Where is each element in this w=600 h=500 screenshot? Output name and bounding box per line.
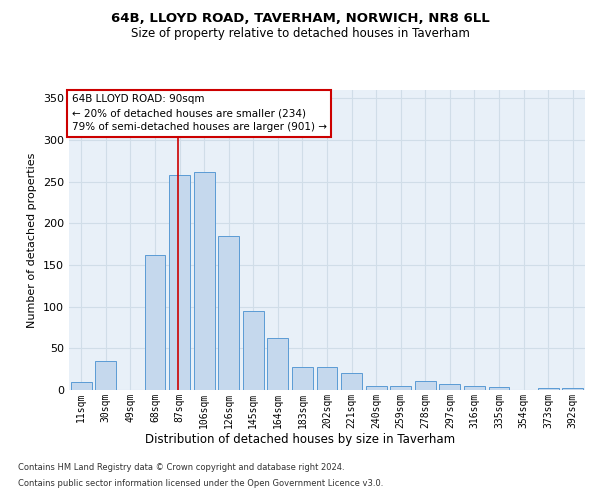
Bar (292, 366, 313, 390)
Text: Contains public sector information licensed under the Open Government Licence v3: Contains public sector information licen… (18, 478, 383, 488)
Bar (415, 381, 436, 390)
Bar (145, 255, 166, 390)
Bar (194, 172, 215, 390)
Text: 64B LLOYD ROAD: 90sqm
← 20% of detached houses are smaller (234)
79% of semi-det: 64B LLOYD ROAD: 90sqm ← 20% of detached … (71, 94, 326, 132)
Text: Contains HM Land Registry data © Crown copyright and database right 2024.: Contains HM Land Registry data © Crown c… (18, 464, 344, 472)
Bar (218, 236, 239, 390)
Bar (317, 366, 337, 390)
Bar (439, 384, 460, 390)
Bar (464, 386, 485, 390)
Bar (341, 374, 362, 390)
Y-axis label: Number of detached properties: Number of detached properties (28, 152, 37, 328)
Text: Size of property relative to detached houses in Taverham: Size of property relative to detached ho… (131, 28, 469, 40)
Bar (169, 175, 190, 390)
Bar (365, 386, 386, 390)
Text: 64B, LLOYD ROAD, TAVERHAM, NORWICH, NR8 6LL: 64B, LLOYD ROAD, TAVERHAM, NORWICH, NR8 … (110, 12, 490, 26)
Bar (268, 338, 289, 390)
Bar (71, 382, 92, 390)
Bar (243, 311, 264, 390)
Bar (390, 386, 411, 390)
Bar (488, 386, 509, 390)
Text: Distribution of detached houses by size in Taverham: Distribution of detached houses by size … (145, 432, 455, 446)
Bar (95, 361, 116, 390)
Bar (562, 388, 583, 390)
Bar (538, 388, 559, 390)
